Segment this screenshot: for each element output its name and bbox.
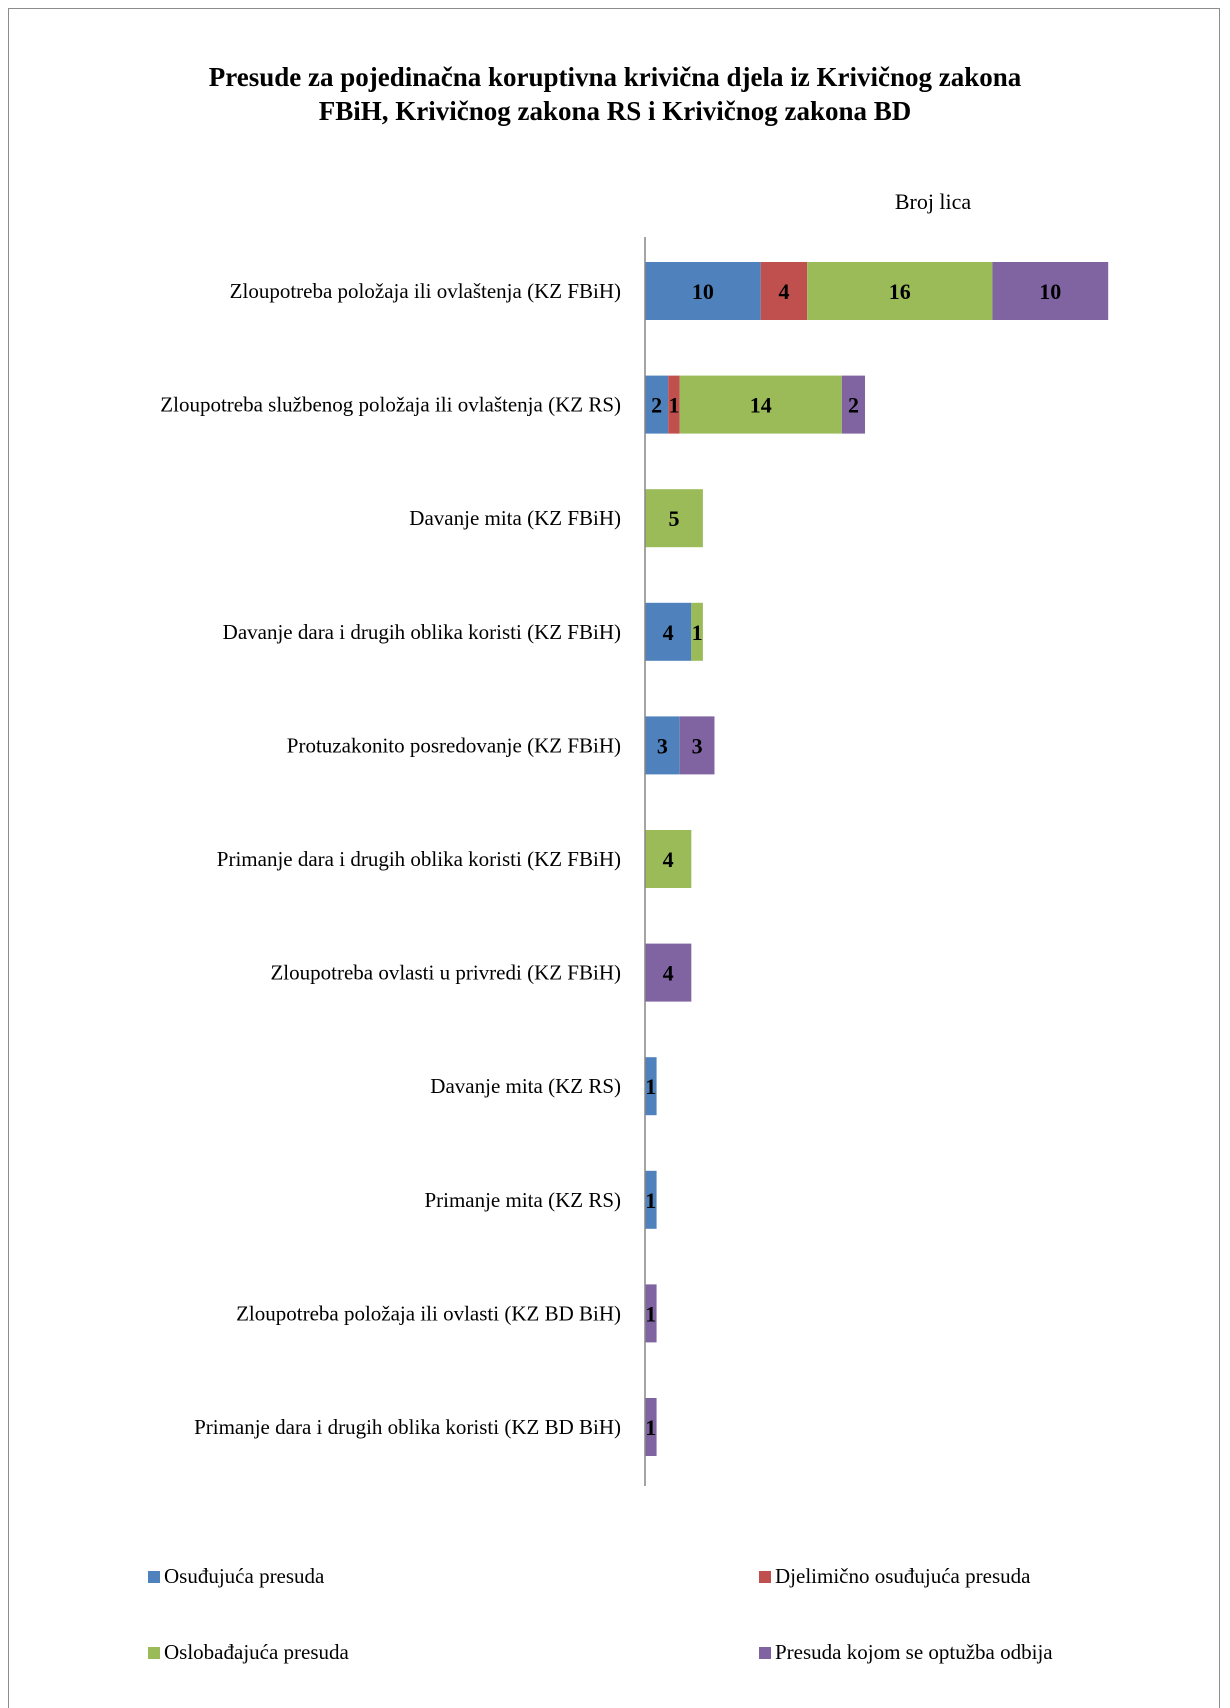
- data-label: 1: [645, 1188, 656, 1213]
- category-label: Primanje dara i drugih oblika koristi (K…: [217, 847, 621, 871]
- bar-segment: [645, 716, 680, 775]
- legend-item: Djelimično osuđujuća presuda: [759, 1564, 1030, 1589]
- legend-swatch: [759, 1646, 771, 1659]
- bar-segment: [691, 602, 703, 661]
- data-label: 1: [645, 1074, 656, 1099]
- legend-label: Oslobađajuća presuda: [164, 1640, 349, 1664]
- data-label: 4: [663, 620, 674, 645]
- data-label: 3: [692, 733, 703, 758]
- bars-layer: Zloupotreba položaja ili ovlaštenja (KZ …: [160, 262, 1109, 1456]
- legend-label: Djelimično osuđujuća presuda: [775, 1564, 1031, 1588]
- bar-segment: [645, 375, 669, 434]
- data-label: 14: [750, 393, 772, 418]
- bar-segment: [645, 602, 692, 661]
- data-label: 4: [778, 279, 789, 304]
- chart-title: Presude za pojedinačna koruptivna krivič…: [0, 60, 1230, 128]
- data-label: 16: [889, 279, 911, 304]
- category-label: Zloupotreba položaja ili ovlaštenja (KZ …: [230, 279, 621, 303]
- legend-label: Osuđujuća presuda: [164, 1564, 325, 1588]
- bar-segment: [679, 375, 842, 434]
- bar-segment: [645, 830, 692, 888]
- data-label: 3: [657, 733, 668, 758]
- legend-swatch: [148, 1570, 160, 1583]
- bar-segment: [645, 1284, 657, 1343]
- bar-segment: [760, 262, 808, 320]
- data-label: 1: [645, 1415, 656, 1440]
- legend-item: Osuđujuća presuda: [148, 1564, 324, 1589]
- chart-title-line-2: FBiH, Krivičnog zakona RS i Krivičnog za…: [318, 96, 912, 126]
- data-label: 4: [663, 961, 674, 986]
- category-label: Primanje dara i drugih oblika koristi (K…: [194, 1415, 621, 1439]
- category-label: Zloupotreba položaja ili ovlasti (KZ BD …: [236, 1301, 621, 1325]
- data-label: 1: [645, 1301, 656, 1326]
- bar-segment: [841, 375, 866, 434]
- category-label: Zloupotreba službenog položaja ili ovlaš…: [160, 393, 621, 417]
- bar-segment: [645, 943, 692, 1002]
- category-label: Davanje mita (KZ RS): [430, 1074, 621, 1098]
- bar-segment: [645, 1170, 657, 1229]
- legend-swatch: [148, 1646, 160, 1659]
- bar-segment: [645, 262, 761, 320]
- category-label: Primanje mita (KZ RS): [424, 1188, 621, 1212]
- chart-title-line-1: Presude za pojedinačna koruptivna krivič…: [208, 62, 1022, 92]
- bar-segment: [992, 262, 1109, 320]
- bar-segment: [668, 375, 680, 434]
- x-axis-label: Broj lica: [895, 189, 972, 214]
- data-label: 1: [668, 393, 679, 418]
- bar-segment: [645, 1057, 657, 1116]
- bar-segment: [645, 489, 703, 548]
- data-label: 2: [848, 393, 859, 418]
- data-label: 10: [1039, 279, 1061, 304]
- category-label: Davanje mita (KZ FBiH): [409, 506, 621, 530]
- data-label: 10: [692, 279, 714, 304]
- data-label: 4: [663, 847, 674, 872]
- bar-segment: [679, 716, 715, 775]
- category-label: Protuzakonito posredovanje (KZ FBiH): [287, 733, 621, 757]
- bar-segment: [645, 1398, 657, 1456]
- legend-item: Oslobađajuća presuda: [148, 1640, 349, 1665]
- bar-segment: [807, 262, 993, 320]
- data-label: 2: [651, 393, 662, 418]
- category-label: Davanje dara i drugih oblika koristi (KZ…: [223, 620, 621, 644]
- data-label: 5: [668, 506, 679, 531]
- data-label: 1: [692, 620, 703, 645]
- legend-label: Presuda kojom se optužba odbija: [775, 1640, 1053, 1664]
- category-label: Zloupotreba ovlasti u privredi (KZ FBiH): [270, 961, 621, 985]
- legend-swatch: [759, 1570, 771, 1583]
- legend-item: Presuda kojom se optužba odbija: [759, 1640, 1053, 1665]
